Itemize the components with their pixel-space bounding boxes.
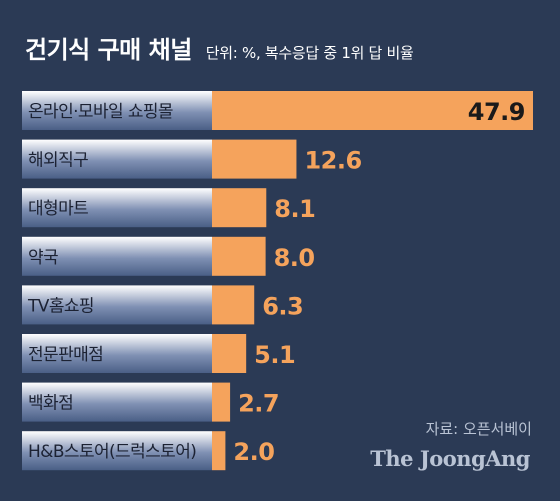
value-label: 2.7 xyxy=(238,390,279,418)
source-note: 자료: 오픈서베이 xyxy=(425,420,532,438)
category-panel xyxy=(22,285,212,325)
category-panel xyxy=(22,91,212,130)
category-panel xyxy=(22,188,212,228)
bar xyxy=(212,91,533,130)
bar xyxy=(212,382,231,422)
category-panel xyxy=(22,236,212,276)
value-label: 47.9 xyxy=(468,98,525,126)
value-label: 2.0 xyxy=(233,438,274,466)
category-panel xyxy=(22,382,212,422)
category-label: 대형마트 xyxy=(28,199,88,219)
value-label: 8.0 xyxy=(274,244,315,272)
category-panel xyxy=(22,431,212,471)
bar xyxy=(212,334,247,373)
category-label: 약국 xyxy=(28,248,58,268)
value-label: 6.3 xyxy=(262,292,303,320)
bar xyxy=(212,431,226,471)
value-label: 5.1 xyxy=(254,341,295,369)
category-label: H&B스토어(드럭스토어) xyxy=(28,442,196,462)
category-label: 전문판매점 xyxy=(28,345,103,365)
bar xyxy=(212,139,297,179)
value-label: 8.1 xyxy=(274,195,315,223)
category-label: 온라인·모바일 쇼핑몰 xyxy=(28,102,173,122)
category-label: 해외직구 xyxy=(28,151,88,171)
bar xyxy=(212,188,267,228)
bar xyxy=(212,285,255,325)
category-panel xyxy=(22,334,212,373)
brand-logo: The JoongAng xyxy=(370,446,530,471)
chart-subtitle: 단위: %, 복수응답 중 1위 답 비율 xyxy=(205,44,414,62)
category-panel xyxy=(22,139,212,179)
chart-header: 건기식 구매 채널 단위: %, 복수응답 중 1위 답 비율 xyxy=(25,30,414,65)
value-label: 12.6 xyxy=(304,147,361,175)
bar xyxy=(212,236,266,276)
category-label: TV홈쇼핑 xyxy=(27,296,94,316)
category-label: 백화점 xyxy=(28,394,73,414)
chart-title: 건기식 구매 채널 xyxy=(25,36,192,64)
